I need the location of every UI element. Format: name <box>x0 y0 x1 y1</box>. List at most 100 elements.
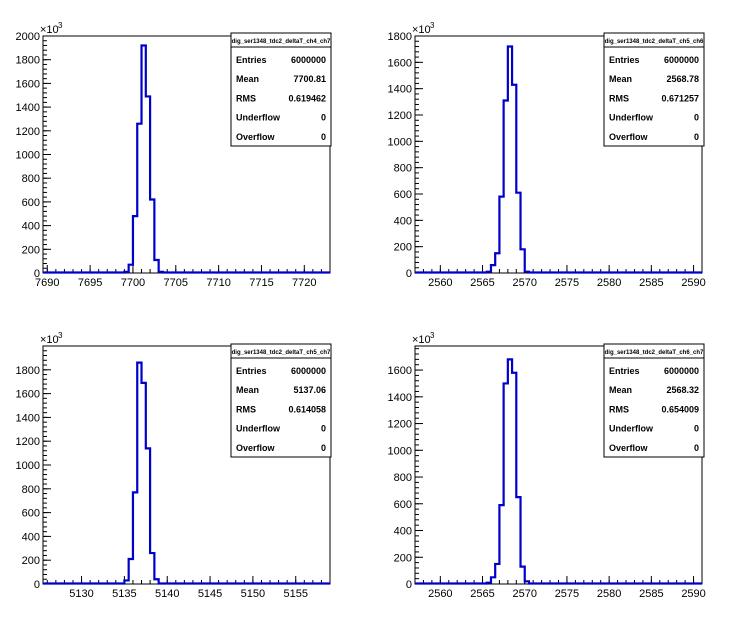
stats-value: 2568.78 <box>666 74 699 84</box>
y-multiplier-label: ×10 <box>412 24 431 36</box>
stats-label: Overflow <box>236 132 276 142</box>
histogram-line <box>415 45 702 274</box>
y-tick-label: 1400 <box>16 412 40 424</box>
y-tick-label: 200 <box>22 555 40 567</box>
y-tick-label: 800 <box>22 173 40 185</box>
x-tick-label: 2575 <box>555 588 579 600</box>
y-tick-label: 600 <box>394 189 412 201</box>
stats-title: dig_ser1348_tdc2_deltaT_ch6_ch7 <box>605 350 704 356</box>
x-tick-label: 2570 <box>512 588 536 600</box>
y-tick-label: 600 <box>22 197 40 209</box>
histogram-line <box>415 358 702 585</box>
y-multiplier-exponent: 3 <box>430 21 435 30</box>
stats-label: Mean <box>609 74 632 84</box>
x-tick-label: 7695 <box>78 277 102 289</box>
y-tick-label: 1000 <box>16 150 40 162</box>
x-tick-label: 2585 <box>639 277 663 289</box>
y-multiplier-label: ×10 <box>40 24 59 36</box>
x-tick-label: 2570 <box>512 277 536 289</box>
y-tick-label: 400 <box>394 526 412 538</box>
stats-label: RMS <box>609 93 629 103</box>
stats-value: 0 <box>321 132 326 142</box>
y-tick-label: 400 <box>22 221 40 233</box>
y-tick-label: 0 <box>34 268 40 280</box>
x-tick-label: 7700 <box>121 277 145 289</box>
stats-label: Entries <box>609 366 640 376</box>
x-tick-label: 2580 <box>597 588 621 600</box>
stats-box-frame <box>603 32 705 147</box>
stats-label: RMS <box>609 404 629 414</box>
stats-value: 6000000 <box>291 55 326 65</box>
stats-label: Overflow <box>609 132 649 142</box>
stats-box-frame <box>230 32 332 147</box>
stats-label: Entries <box>236 366 267 376</box>
y-tick-label: 800 <box>22 484 40 496</box>
stats-box: dig_ser1348_tdc2_deltaT_ch5_ch6 Entries 60… <box>603 32 705 147</box>
histogram-pad-4: 0 200 400 600 800 1000 1200 1400 1600 2560 2565 257… <box>388 331 706 600</box>
stats-label: Underflow <box>609 113 654 123</box>
y-tick-label: 200 <box>394 552 412 564</box>
x-tick-label: 7720 <box>292 277 316 289</box>
x-tick-label: 2560 <box>428 588 452 600</box>
y-tick-label: 2000 <box>16 31 40 43</box>
y-tick-label: 200 <box>394 242 412 254</box>
stats-value: 0.654009 <box>661 404 699 414</box>
y-multiplier-label: ×10 <box>40 334 59 346</box>
stats-label: Entries <box>609 55 640 65</box>
x-tick-label: 5155 <box>283 588 307 600</box>
stats-value: 5137.06 <box>293 385 326 395</box>
stats-label: Entries <box>236 55 267 65</box>
stats-value: 0 <box>694 443 699 453</box>
histogram-line <box>43 44 330 274</box>
y-multiplier-label: ×10 <box>412 334 431 346</box>
x-tick-label: 5150 <box>241 588 265 600</box>
stats-box: dig_ser1348_tdc2_deltaT_ch5_ch7 Entries 60… <box>230 343 332 458</box>
stats-value: 6000000 <box>291 366 326 376</box>
stats-label: Mean <box>609 385 632 395</box>
y-tick-label: 1600 <box>16 78 40 90</box>
stats-value: 0.614058 <box>288 404 326 414</box>
y-tick-label: 800 <box>394 163 412 175</box>
y-tick-label: 800 <box>394 472 412 484</box>
stats-value: 0.671257 <box>661 93 699 103</box>
y-multiplier-exponent: 3 <box>58 331 63 340</box>
y-tick-label: 1200 <box>388 110 412 122</box>
y-tick-label: 1200 <box>16 436 40 448</box>
y-tick-label: 600 <box>394 499 412 511</box>
y-tick-label: 1600 <box>388 57 412 69</box>
stats-value: 0 <box>694 132 699 142</box>
y-tick-label: 400 <box>22 531 40 543</box>
stats-title: dig_ser1348_tdc2_deltaT_ch5_ch7 <box>232 350 331 356</box>
y-tick-label: 1400 <box>16 102 40 114</box>
stats-label: Mean <box>236 385 259 395</box>
stats-label: RMS <box>236 404 256 414</box>
stats-value: 7700.81 <box>293 74 326 84</box>
stats-label: Underflow <box>236 113 281 123</box>
stats-title: dig_ser1348_tdc2_deltaT_ch4_ch7 <box>232 39 331 45</box>
x-tick-label: 5145 <box>198 588 222 600</box>
x-tick-label: 2580 <box>597 277 621 289</box>
histogram-bin <box>508 359 512 584</box>
y-tick-label: 0 <box>406 579 412 591</box>
stats-box: dig_ser1348_tdc2_deltaT_ch4_ch7 Entries 60… <box>230 32 332 147</box>
stats-label: Underflow <box>609 424 654 434</box>
x-tick-label: 2565 <box>470 277 494 289</box>
x-tick-label: 7710 <box>206 277 230 289</box>
y-tick-label: 1000 <box>388 136 412 148</box>
x-tick-label: 2565 <box>470 588 494 600</box>
stats-value: 6000000 <box>664 55 699 65</box>
y-tick-label: 1800 <box>388 31 412 43</box>
stats-value: 0 <box>694 113 699 123</box>
stats-value: 6000000 <box>664 366 699 376</box>
y-multiplier-exponent: 3 <box>58 21 63 30</box>
stats-value: 0.619462 <box>288 93 326 103</box>
x-tick-label: 2560 <box>428 277 452 289</box>
x-tick-label: 5140 <box>155 588 179 600</box>
y-tick-label: 1000 <box>388 445 412 457</box>
stats-label: Mean <box>236 74 259 84</box>
stats-value: 0 <box>694 424 699 434</box>
x-tick-label: 2590 <box>681 588 705 600</box>
y-tick-label: 0 <box>34 579 40 591</box>
x-tick-label: 7705 <box>164 277 188 289</box>
y-multiplier-exponent: 3 <box>430 331 435 340</box>
